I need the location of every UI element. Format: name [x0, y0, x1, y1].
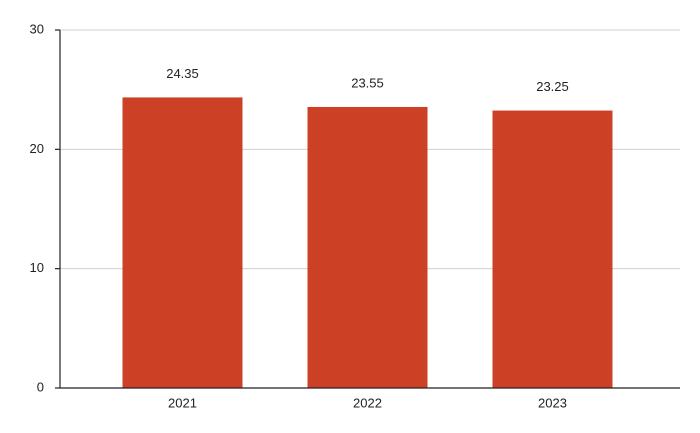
bar [307, 106, 428, 388]
data-label: 23.25 [536, 79, 569, 94]
data-label: 24.35 [166, 66, 199, 81]
x-tick-label: 2022 [353, 395, 382, 410]
x-tick-label: 2023 [538, 395, 567, 410]
y-tick-label: 30 [30, 21, 44, 36]
y-tick-label: 0 [37, 379, 44, 394]
data-label: 23.55 [351, 75, 384, 90]
y-tick-label: 20 [30, 141, 44, 156]
x-tick-label: 2021 [168, 395, 197, 410]
bar [492, 110, 613, 389]
y-tick-label: 10 [30, 260, 44, 275]
bar [122, 97, 243, 388]
